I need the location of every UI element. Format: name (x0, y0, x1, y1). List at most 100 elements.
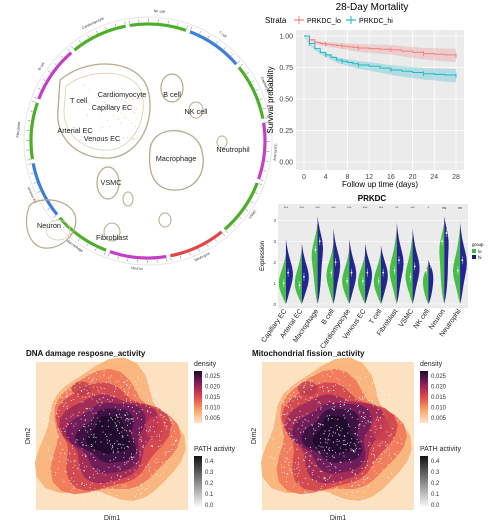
density-point (82, 444, 84, 446)
density-point (272, 438, 274, 440)
density-point (346, 411, 348, 413)
density-point (50, 421, 52, 423)
km-plot: 28-Day Mortality Strata PRKDC_lo PRKDC_h… (265, 2, 464, 189)
density-point (82, 444, 84, 446)
density-point (331, 435, 334, 437)
violin-x-tick-label: T cell (368, 308, 384, 326)
density-point (109, 440, 111, 442)
density-point (47, 449, 49, 451)
density-point (143, 392, 145, 394)
density-point (107, 442, 109, 444)
density-point (298, 462, 300, 464)
violin-hi-10 (444, 216, 449, 304)
density-point (103, 409, 105, 411)
density-point (288, 461, 290, 463)
density-point (358, 412, 360, 414)
density-point (93, 474, 95, 476)
density-point (275, 405, 277, 407)
density-point (99, 398, 101, 400)
km-x-tick-label: 4 (324, 174, 328, 181)
density-point (90, 445, 92, 447)
density-point (327, 479, 329, 481)
density-point (163, 416, 165, 418)
circos-cell-dot (114, 105, 116, 107)
density-point (377, 419, 380, 421)
circos-cell-dot (80, 99, 82, 101)
circos-tick (62, 225, 65, 229)
density-point (136, 417, 138, 419)
circos-cell-dot (124, 116, 126, 119)
density-point (127, 391, 129, 393)
density-point (76, 484, 78, 486)
density-point (121, 431, 123, 433)
density-point (100, 382, 102, 384)
density-point (296, 416, 298, 418)
density-point (286, 476, 288, 478)
density-point (296, 398, 298, 400)
density-point (125, 400, 127, 402)
density-point (123, 447, 126, 449)
circos-tick (87, 34, 90, 38)
density-point (117, 409, 119, 411)
density-point (275, 427, 277, 429)
density-point (339, 426, 341, 428)
density-point (358, 485, 360, 487)
density-point (92, 445, 94, 447)
density-point (288, 428, 290, 430)
density-point (82, 396, 84, 398)
circos-tick (232, 224, 236, 227)
density-point (320, 424, 322, 426)
density-point (153, 419, 155, 422)
density-point (348, 396, 350, 398)
violin-title: PRKDC (358, 194, 387, 203)
violin-y-tick-label: 2 (273, 260, 276, 265)
circos-tick (190, 27, 192, 30)
density-point (134, 401, 136, 403)
density-point (280, 444, 282, 446)
density-point (93, 437, 95, 439)
density-point (312, 374, 314, 376)
density-point (343, 403, 345, 406)
density-point (379, 445, 381, 447)
circos-cell-dot (120, 122, 122, 124)
density-point (110, 480, 112, 482)
density-point (154, 398, 156, 400)
density-point (90, 428, 92, 430)
density-point (103, 453, 105, 455)
circos-tick (186, 25, 188, 29)
density-point (281, 472, 283, 474)
violin-hi-0 (285, 239, 293, 304)
density-point (48, 457, 50, 459)
km-x-tick-label: 20 (409, 174, 417, 181)
density-point (332, 385, 334, 387)
density-point (161, 410, 163, 412)
density-point (375, 428, 377, 430)
density-point (47, 417, 49, 419)
density-point (133, 462, 135, 464)
density-point (377, 393, 379, 395)
circos-sector-track (189, 30, 238, 66)
density-point (114, 385, 116, 388)
density-point (101, 425, 103, 427)
density-point (349, 468, 351, 470)
density-point (288, 468, 291, 470)
density-point (320, 488, 322, 490)
density-point (283, 401, 285, 403)
density-point (156, 416, 158, 418)
density-point (64, 453, 66, 455)
density-point (73, 485, 75, 488)
density-point (391, 433, 393, 435)
density-point (138, 396, 140, 398)
density-point (89, 484, 92, 486)
circos-cell-dot (88, 89, 90, 91)
density-point (140, 381, 142, 383)
density-point (320, 491, 322, 493)
density-point (131, 432, 133, 434)
circos-contour (45, 219, 71, 241)
density-point (101, 488, 103, 490)
density-point (327, 439, 329, 441)
violin-lo-6 (373, 251, 381, 304)
density-point (380, 458, 383, 460)
circos-cell-dot (101, 126, 104, 129)
density-point (115, 381, 117, 383)
